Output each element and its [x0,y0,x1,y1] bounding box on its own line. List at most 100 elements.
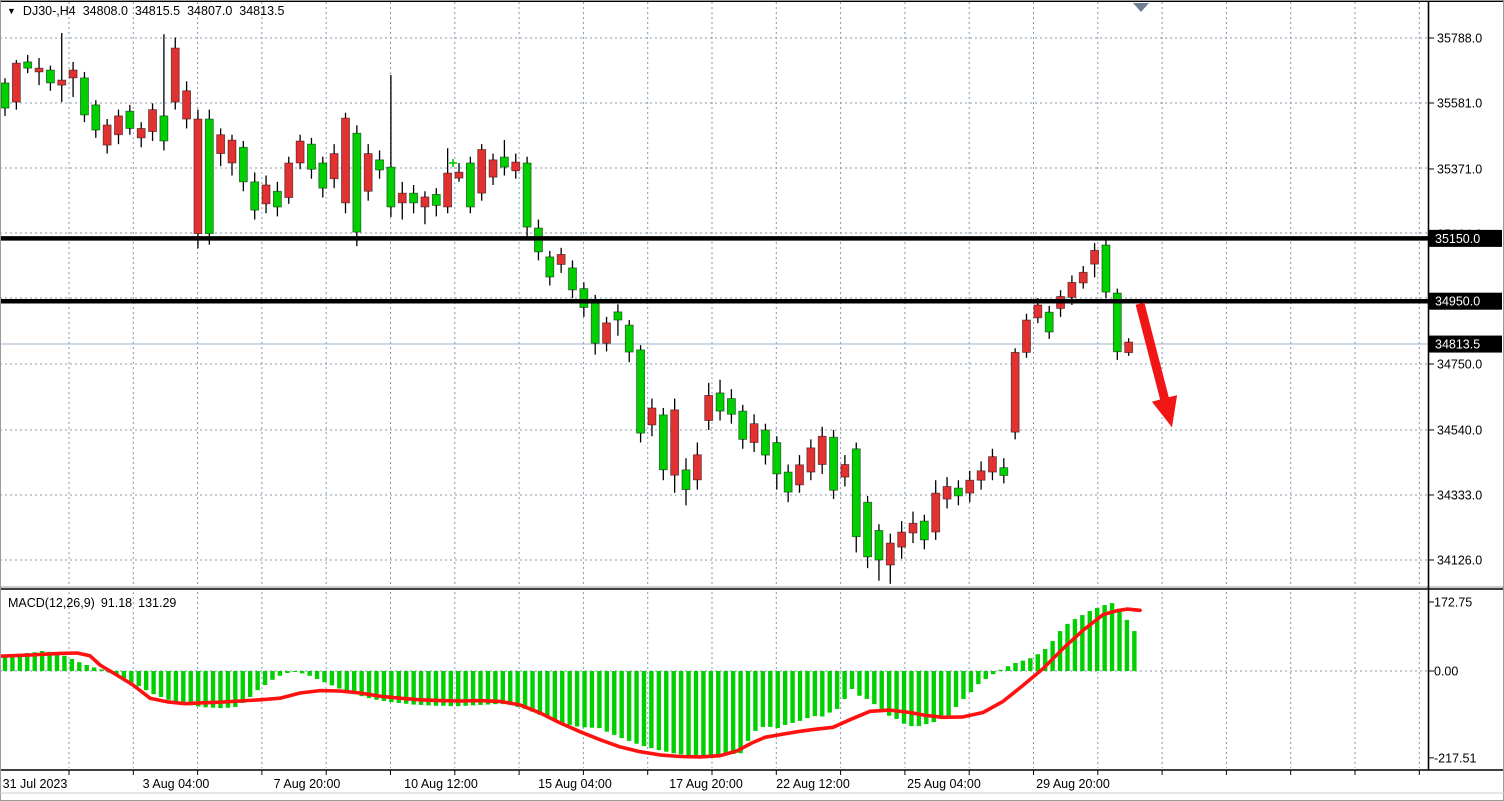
macd-name: MACD(12,26,9) [8,596,95,610]
macd-bar [953,671,959,707]
macd-bar [782,671,788,725]
macd-bar [32,652,37,671]
candle-body [23,61,33,69]
macd-bar [753,671,758,731]
macd-bar [522,671,528,709]
macd-bar [656,671,662,751]
price-axis-label: 35371.0 [1437,162,1482,176]
candle-body [692,454,702,481]
candle-body [102,124,112,146]
candle-body [114,115,123,136]
macd-bar [864,671,870,699]
macd-bar [545,671,550,718]
candle-body [125,110,135,129]
macd-bar [530,671,535,712]
macd-bar [686,671,691,756]
candle-body [46,69,55,84]
macd-bar [166,671,171,700]
candle-body [499,156,509,168]
macd-bar [218,671,223,709]
macd-bar [322,671,327,683]
chart-header: ▼ DJ30-,H4 34808.0 34815.5 34807.0 34813… [7,4,284,18]
chart-shift-marker-icon[interactable] [1133,3,1149,12]
macd-bar [448,671,453,707]
macd-bar [842,671,847,699]
chart-menu-triangle-icon[interactable]: ▼ [7,6,16,16]
price-axis-label: 34540.0 [1437,423,1482,437]
macd-bar [329,671,335,686]
macd-bar [337,671,342,689]
price-axis-label: 35788.0 [1437,32,1482,46]
macd-bar [664,671,669,752]
macd-bar [931,671,936,723]
macd-bar [225,671,231,708]
macd-bar [745,671,751,741]
macd-bar [693,671,699,757]
macd-bar [1043,649,1048,671]
candle-body [454,171,464,179]
time-axis-label: 10 Aug 12:00 [404,777,478,791]
candle-body [1044,311,1054,333]
macd-bar [968,671,974,693]
macd-bar [10,654,15,671]
macd-bar [381,671,387,701]
candle-body [783,471,793,493]
down-arrow-annotation[interactable] [1135,302,1178,428]
macd-bar [701,671,706,757]
macd-bar [901,671,907,724]
candle-body [0,82,10,109]
time-axis-label: 22 Aug 12:00 [776,777,850,791]
macd-bar [240,671,245,703]
candle-body [761,429,770,456]
candle-body [1112,292,1122,353]
candle-body [431,194,441,206]
macd-bar [738,671,743,754]
macd-bar [181,671,186,704]
macd-bar [990,671,996,675]
macd-bar [1013,663,1018,671]
macd-indicator-label: MACD(12,26,9) 91.18 131.29 [8,596,176,610]
candle-body [1090,249,1099,265]
macd-bar [916,671,922,727]
macd-bar [396,671,401,703]
cross-marker[interactable] [449,159,457,167]
macd-bar [411,671,416,705]
candle-body [942,486,952,500]
candle-body [658,414,668,471]
candle-body [1033,304,1043,319]
horizontal-line-objects[interactable] [0,236,1428,304]
candle-body [1067,281,1077,298]
candle-body [352,132,362,233]
candle-body [409,192,419,204]
candle-body [136,128,146,139]
macd-bar [307,671,312,676]
macd-bar [1109,603,1115,671]
ohlc-low-value: 34807.0 [187,4,233,18]
macd-bar [374,671,379,700]
time-axis-label: 17 Aug 20:00 [669,777,743,791]
macd-bar [612,671,617,735]
macd-bar [834,671,840,709]
macd-bar [678,671,684,755]
candle-body [795,464,804,486]
price-axis-label: 34750.0 [1437,358,1482,372]
macd-bar [158,671,164,697]
candle-body [863,501,872,558]
macd-bar [270,671,275,680]
candle-body [284,162,294,198]
candle-body [238,146,248,183]
candle-body [636,349,645,434]
macd-bar [582,671,587,728]
candle-body [1078,271,1088,284]
macd-bar [1132,631,1137,671]
candle-body [1010,351,1020,433]
ohlc-open-value: 34808.0 [82,4,128,18]
macd-bar [1124,619,1130,671]
candle-body [988,456,997,473]
macd-bar [552,671,558,721]
macd-bar [210,671,216,708]
macd-bar [62,655,67,671]
macd-bar [292,671,297,672]
macd-bar [886,671,892,716]
macd-bar [188,671,193,706]
